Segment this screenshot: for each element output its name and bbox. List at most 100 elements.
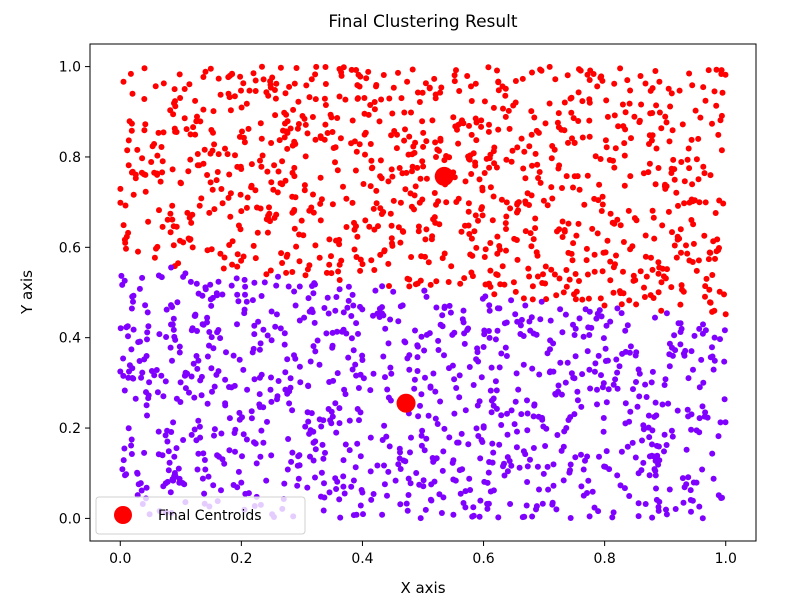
data-point [391,128,398,134]
data-point [621,182,628,189]
data-point [652,472,659,479]
data-point [301,182,308,189]
data-point [336,496,343,503]
data-point [211,383,218,390]
data-point [352,464,359,471]
data-point [557,306,564,313]
data-point [559,329,566,336]
data-point [312,474,318,481]
data-point [278,250,285,257]
data-point [696,503,703,510]
data-point [613,356,620,363]
data-point [700,84,707,91]
data-point [679,475,686,482]
data-point [529,162,535,169]
data-point [313,63,320,70]
data-point [632,454,639,461]
data-point [537,179,544,186]
data-point [685,375,692,382]
data-point [234,321,240,328]
data-point [432,415,439,422]
data-point [586,513,593,520]
data-point [242,283,249,290]
data-point [594,230,601,237]
data-point [666,138,673,145]
data-point [643,394,650,400]
data-point [187,156,194,163]
data-point [339,328,346,335]
data-point [530,445,537,451]
data-point [666,486,673,493]
data-point [520,333,527,339]
data-point [414,89,421,96]
data-point [380,72,387,78]
data-point [415,228,422,235]
data-point [117,368,124,375]
data-point [565,417,572,423]
data-point [603,144,610,151]
data-point [436,221,443,228]
data-point [461,340,468,347]
data-point [132,395,139,402]
data-point [457,280,464,287]
data-point [658,279,665,286]
data-point [545,486,552,493]
data-point [154,170,160,177]
data-point [534,463,541,470]
data-point [547,317,554,324]
data-point [522,302,529,309]
data-point [592,360,599,367]
data-point [628,135,634,142]
data-point [656,109,663,116]
data-point [268,452,275,459]
data-point [349,291,356,298]
data-point [585,295,592,302]
data-point [518,135,525,142]
data-point [281,330,288,337]
data-point [418,442,425,449]
data-point [538,298,545,305]
data-point [490,449,497,456]
data-point [266,204,272,211]
data-point [128,127,135,134]
data-point [702,97,709,104]
data-point [411,376,418,383]
data-point [294,462,301,469]
data-point [565,139,571,146]
data-point [251,376,258,383]
data-point [570,321,576,328]
data-point [332,400,339,407]
data-point [526,273,533,280]
data-point [412,139,419,146]
data-point [599,193,606,200]
data-point [180,437,187,443]
data-point [362,151,368,158]
data-point [414,343,421,350]
data-point [189,244,196,251]
data-point [689,82,696,89]
data-point [236,409,243,416]
data-point [355,330,361,337]
data-point [336,241,343,248]
data-point [309,283,315,289]
data-point [582,457,588,464]
data-point [652,181,659,188]
data-point [617,482,624,489]
data-point [397,239,404,246]
data-point [627,87,634,94]
data-point [648,452,655,459]
data-point [637,268,644,275]
data-point [717,117,724,124]
data-point [627,173,634,180]
data-point [406,352,413,359]
data-point [126,362,133,369]
data-point [306,94,313,101]
data-point [451,78,458,85]
data-point [227,190,234,197]
data-point [655,270,662,277]
data-point [407,480,414,487]
data-point [699,403,706,410]
data-point [529,69,535,76]
data-point [494,67,500,74]
data-point [232,426,239,433]
